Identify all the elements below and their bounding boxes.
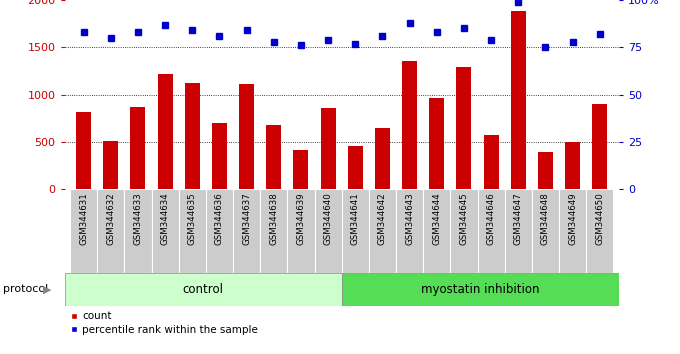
Bar (402, 61, 417, 189)
Text: GSM344636: GSM344636 (215, 192, 224, 245)
Text: GSM344649: GSM344649 (568, 192, 577, 245)
Bar (559, 189, 586, 273)
Text: GSM344646: GSM344646 (487, 192, 496, 245)
Text: GSM344635: GSM344635 (188, 192, 197, 245)
Bar (396, 189, 423, 273)
Bar (342, 273, 619, 306)
Bar (179, 189, 206, 273)
Bar (532, 189, 559, 273)
Text: control: control (183, 283, 224, 296)
Text: GSM344632: GSM344632 (106, 192, 116, 245)
Bar (131, 107, 146, 189)
Bar (586, 189, 613, 273)
Bar (450, 189, 477, 273)
Bar (103, 141, 118, 189)
Bar (233, 189, 260, 273)
Bar (212, 123, 227, 189)
Bar (65, 273, 342, 306)
Text: myostatin inhibition: myostatin inhibition (421, 283, 539, 296)
Text: GSM344648: GSM344648 (541, 192, 550, 245)
Bar (375, 128, 390, 189)
Text: GSM344647: GSM344647 (514, 192, 523, 245)
Bar (294, 150, 309, 189)
Bar (76, 112, 91, 189)
Bar (429, 98, 444, 189)
Bar (260, 189, 288, 273)
Text: GSM344633: GSM344633 (133, 192, 142, 245)
Text: GSM344650: GSM344650 (595, 192, 605, 245)
Text: GSM344634: GSM344634 (160, 192, 169, 245)
Bar (565, 142, 580, 189)
Bar (483, 136, 498, 189)
Bar (342, 189, 369, 273)
Bar (124, 189, 152, 273)
Bar (369, 189, 396, 273)
Text: GSM344638: GSM344638 (269, 192, 278, 245)
Bar (158, 74, 173, 189)
Bar (152, 189, 179, 273)
Bar (288, 189, 315, 273)
Text: GSM344643: GSM344643 (405, 192, 414, 245)
Text: GSM344639: GSM344639 (296, 192, 305, 245)
Bar (239, 84, 254, 189)
Bar (592, 104, 607, 189)
Text: GSM344644: GSM344644 (432, 192, 441, 245)
Text: GSM344641: GSM344641 (351, 192, 360, 245)
Bar (456, 67, 471, 189)
Bar (347, 146, 362, 189)
Text: GSM344642: GSM344642 (378, 192, 387, 245)
Bar (206, 189, 233, 273)
Bar (477, 189, 505, 273)
Bar (423, 189, 450, 273)
Bar (97, 189, 124, 273)
Text: GSM344631: GSM344631 (79, 192, 88, 245)
Text: ▶: ▶ (43, 284, 52, 295)
Bar (321, 108, 336, 189)
Bar (538, 153, 553, 189)
Legend: count, percentile rank within the sample: count, percentile rank within the sample (70, 312, 258, 335)
Bar (267, 125, 282, 189)
Bar (315, 189, 342, 273)
Text: GSM344645: GSM344645 (460, 192, 469, 245)
Bar (511, 11, 526, 189)
Bar (505, 189, 532, 273)
Text: GSM344637: GSM344637 (242, 192, 251, 245)
Text: GSM344640: GSM344640 (324, 192, 333, 245)
Bar (70, 189, 97, 273)
Bar (185, 83, 200, 189)
Text: protocol: protocol (3, 284, 49, 295)
